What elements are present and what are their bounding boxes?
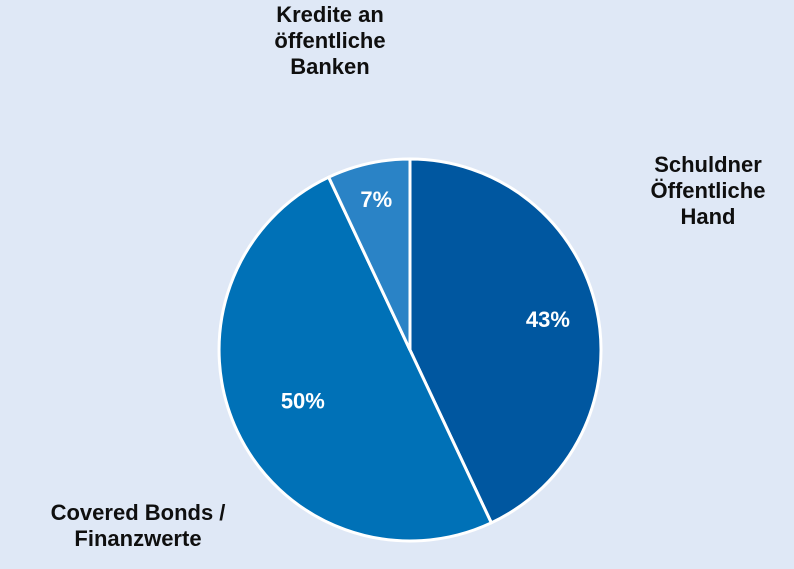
slice-category-label: Schuldner Öffentliche Hand — [651, 152, 766, 229]
slice-category-label: Kredite an öffentliche Banken — [274, 2, 385, 79]
slice-value-label: 50% — [281, 388, 325, 413]
pie-slice — [327, 157, 412, 352]
slice-category-labels: Schuldner Öffentliche Hand Covered Bonds / F… — [51, 2, 766, 551]
slice-value-label: 7% — [360, 187, 392, 212]
slice-value-labels: 43% 50% 7% — [281, 187, 570, 413]
pie-slice — [217, 175, 493, 543]
pie-slices — [217, 157, 603, 543]
slice-category-label: Covered Bonds / Finanzwerte — [51, 500, 226, 551]
slice-value-label: 43% — [526, 307, 570, 332]
pie-slice — [408, 157, 603, 525]
